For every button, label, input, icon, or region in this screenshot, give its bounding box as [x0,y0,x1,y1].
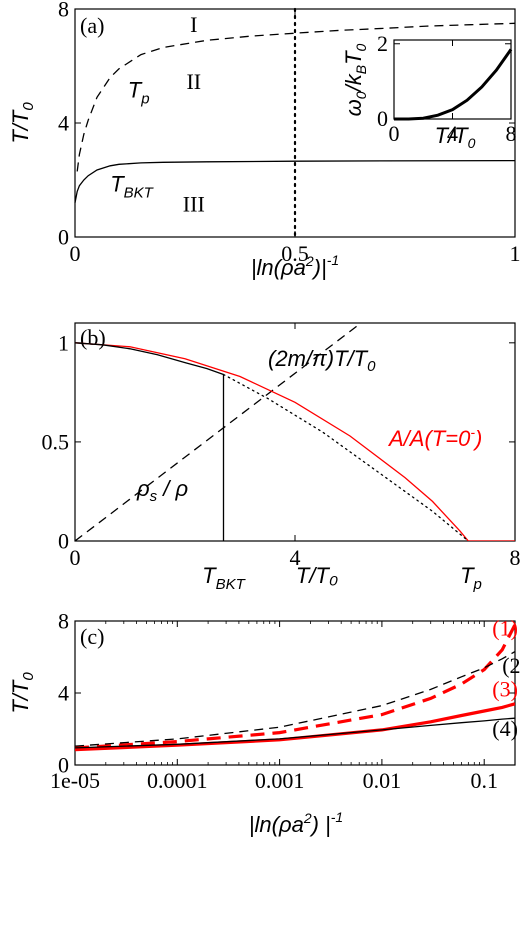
panel-c-x-tick-label: 0.0001 [147,768,208,793]
series-Tp-line [76,22,516,172]
series-4-black-solid [75,717,515,749]
inset-curve [394,48,513,121]
x-marker-BKT: TBKT [202,563,246,593]
inset-marks [394,48,513,121]
series-label-4: (4) [492,716,518,741]
panel-b-x-tick-labels: 0 4 8 [70,323,521,570]
panel-c-ylabel: T/T0 [8,672,37,714]
panel-a-y-tick-label: 0 [58,225,69,250]
panel-c-x-tick-label: 0.1 [470,768,498,793]
series-label-3: (3) [492,677,518,702]
panel-c-y-tick-labels: 0 4 8 [58,608,515,777]
series-3-red-solid [75,702,515,752]
panel-a-y-tick-labels: 0 4 8 [58,0,515,250]
panel-b-marks [75,323,515,541]
panel-c-x-tick-label: 1e-05 [50,768,100,793]
panel-b: (b) 0 4 8 0 0.5 1 TBKT T/T₀ Tp (2m/π)T/T0 A/A(… [42,322,521,593]
panel-c-x-tick-label: 0.01 [363,768,402,793]
series-2-black-dashed [75,651,515,747]
label-2m-pi: (2m/π)T/T0 [268,346,376,375]
panel-a-x-tick-label: 0 [70,241,81,266]
panel-b-clipped-marks [75,323,515,541]
x-marker-p: Tp [460,563,482,593]
panel-c-xlabel: |ln(ρa2) |-1 [249,809,343,837]
panel-c-y-tick-label: 0 [58,752,69,777]
region-label-I: I [190,12,197,37]
inset-x-tick-label: 4 [447,121,458,146]
panel-c-clipped-marks [75,623,515,752]
inset-frame [393,39,512,120]
panel-c: (c) 1e-05 0.0001 0.001 0.01 0.1 0 4 8 (1) (2)(3… [8,608,521,837]
panel-c-y-tick-label: 8 [58,608,69,633]
panel-c-label: (c) [80,624,104,649]
panel-a-x-tick-label: 1 [510,241,521,266]
series-label-1: (1) [492,615,518,640]
label-A-ratio: A/A(T=0-) [387,424,482,451]
curve-label-p: Tp [128,77,150,107]
inset-y-tick-label: 0 [377,106,388,131]
panel-b-x-tick-label: 8 [510,545,521,570]
panel-a-inset: 0 4 8 0 2 ω0/kBT0 T/T0 [341,31,517,151]
label-rho-s: ρs / ρ [136,476,188,505]
panel-a-y-tick-label: 4 [58,111,69,136]
series-label-2: (2) [502,653,521,678]
panel-a-xlabel: |ln(ρa2)|-1 [251,252,339,280]
inset-xlabel: T/T0 [435,123,476,151]
panel-a-x-tick-label: 0.5 [281,241,309,266]
panel-c-x-tick-labels: 1e-05 0.0001 0.001 0.01 0.1 [50,621,498,793]
inset-x-tick-label: 0 [389,121,400,146]
panel-c-y-tick-label: 4 [58,680,69,705]
curve-label-BKT: TBKT [110,171,154,201]
inset-x-tick-label: 8 [506,121,517,146]
inset-y-tick-label: 2 [377,31,388,56]
region-label-II: II [186,69,201,94]
panel-b-x-tick-label: 0 [70,545,81,570]
panel-b-y-tick-label: 0 [58,529,69,554]
panel-b-label: (b) [80,325,106,350]
panel-c-series-labels: (1) (2)(3) (4) [492,615,521,741]
series-1-red-dashed [75,623,515,750]
panel-c-marks [75,621,516,765]
panel-a-label: (a) [80,13,104,38]
series-rho-s-dotted-continuation [222,373,469,541]
inset-ylabel: ω0/kBT0 [341,43,369,116]
panel-b-y-tick-label: 0.5 [42,430,70,455]
series-TBKT-line [74,159,516,203]
panel-b-x-tick-label: 4 [290,545,301,570]
series-A-ratio-red-line [75,342,515,541]
series-rho-s-line [75,342,224,376]
panel-a-ylabel: T/T0 [8,102,37,144]
panel-c-x-tick-label: 0.001 [255,768,305,793]
inset-x-tick-labels: 0 4 8 [389,40,517,146]
panel-a-y-tick-label: 8 [58,0,69,22]
panel-b-y-tick-label: 1 [58,331,69,356]
x-marker-T-T0: T/T₀ [296,563,338,588]
panel-b-x-markers: TBKT T/T₀ Tp [202,563,482,593]
region-label-III: III [183,191,205,216]
